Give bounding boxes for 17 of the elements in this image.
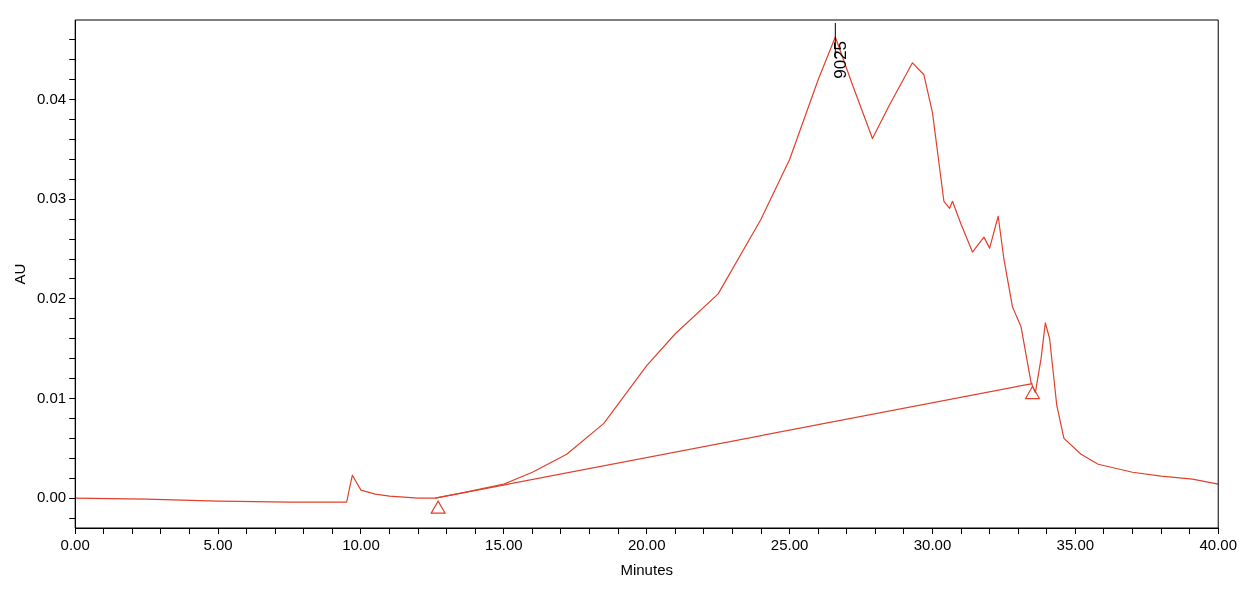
y-tick-label: 0.04 bbox=[36, 89, 67, 107]
annotation: 9025 bbox=[831, 40, 850, 79]
x-tick-label: 40.00 bbox=[1199, 536, 1238, 554]
x-axis-title: Minutes bbox=[620, 561, 673, 579]
x-tick-label: 35.00 bbox=[1056, 536, 1095, 554]
x-tick-label: 5.00 bbox=[203, 536, 233, 554]
x-tick-label: 10.00 bbox=[342, 536, 380, 554]
x-tick-label: 30.00 bbox=[913, 536, 952, 554]
y-tick-label: 0.01 bbox=[36, 388, 67, 406]
x-tick-label: 15.00 bbox=[485, 536, 523, 554]
y-axis-title: AU bbox=[11, 263, 29, 285]
x-tick-label: 0.00 bbox=[60, 536, 90, 554]
y-tick-label: 0.02 bbox=[36, 289, 67, 307]
x-tick-label: 25.00 bbox=[770, 536, 809, 554]
y-tick-label: 0.03 bbox=[36, 189, 67, 207]
x-tick-label: 20.00 bbox=[627, 536, 666, 554]
y-tick-label: 0.00 bbox=[36, 488, 67, 506]
